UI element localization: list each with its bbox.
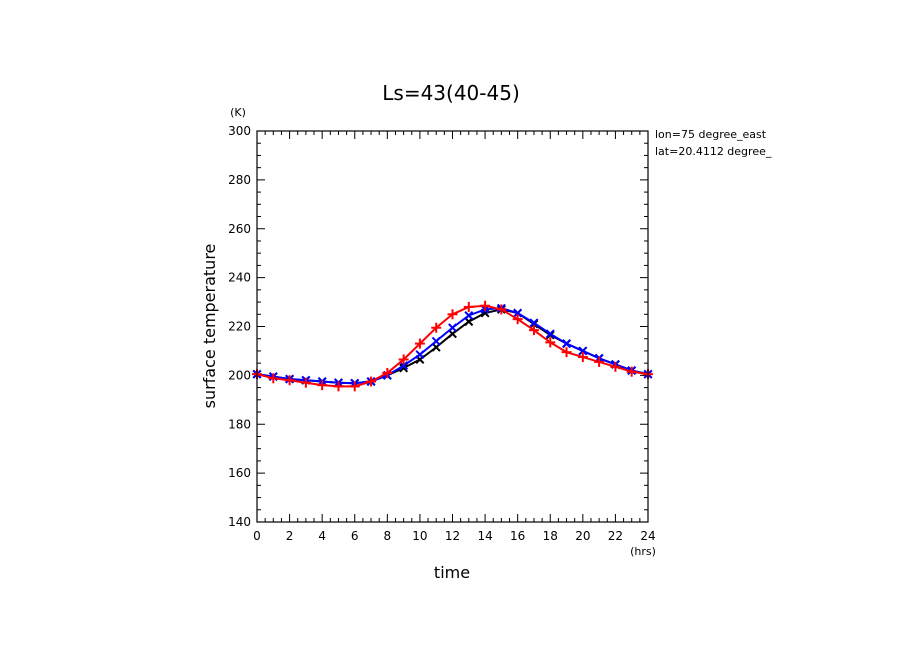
data-point xyxy=(496,304,507,315)
data-point xyxy=(415,350,425,360)
data-point xyxy=(561,347,572,358)
x-tick-label: 14 xyxy=(477,529,492,543)
y-tick-label: 300 xyxy=(228,124,251,138)
data-point xyxy=(317,380,328,391)
data-point xyxy=(513,308,523,318)
x-tick-label: 22 xyxy=(608,529,623,543)
annotation-lon: lon=75 degree_east xyxy=(655,128,767,141)
chart-title: Ls=43(40-45) xyxy=(382,81,520,105)
data-point xyxy=(610,361,621,372)
x-tick-label: 12 xyxy=(445,529,460,543)
data-point xyxy=(366,376,377,387)
x-tick-label: 24 xyxy=(640,529,655,543)
y-tick-label: 260 xyxy=(228,222,251,236)
series-line-1 xyxy=(256,307,649,385)
data-point xyxy=(300,377,311,388)
y-axis-label: surface temperature xyxy=(200,244,219,409)
y-unit-label: (K) xyxy=(230,106,246,119)
y-tick-label: 200 xyxy=(228,368,251,382)
x-axis-label: time xyxy=(434,563,470,582)
data-point xyxy=(399,361,409,371)
x-unit-label: (hrs) xyxy=(630,545,656,558)
data-point xyxy=(545,337,556,348)
data-point xyxy=(545,329,555,339)
plot-frame xyxy=(256,130,649,523)
data-point xyxy=(480,300,491,311)
y-tick-label: 240 xyxy=(228,271,251,285)
axes: 0 2 4 6 8 10 12 14 16 18 20 22 241401601802002202402… xyxy=(228,124,656,543)
series-line-0 xyxy=(256,308,649,385)
data-point xyxy=(448,323,457,333)
data-point xyxy=(284,375,295,386)
data-point xyxy=(529,318,539,328)
data-point xyxy=(578,346,588,356)
data-point xyxy=(399,363,409,373)
data-point xyxy=(577,352,588,363)
x-tick-label: 2 xyxy=(286,529,294,543)
x-tick-label: 6 xyxy=(351,529,359,543)
y-tick-label: 180 xyxy=(228,417,251,431)
data-point xyxy=(382,367,393,378)
x-tick-label: 0 xyxy=(253,529,261,543)
x-tick-label: 4 xyxy=(318,529,326,543)
data-point xyxy=(431,322,442,333)
data-point xyxy=(398,354,409,365)
y-tick-label: 280 xyxy=(228,173,251,187)
data-point xyxy=(414,338,425,349)
data-point xyxy=(333,381,344,392)
data-point xyxy=(268,373,279,384)
x-tick-label: 8 xyxy=(384,529,392,543)
x-tick-label: 10 xyxy=(412,529,427,543)
x-tick-label: 20 xyxy=(575,529,590,543)
data-point xyxy=(562,339,571,349)
data-point xyxy=(528,325,539,336)
data-point xyxy=(512,314,523,325)
annotation-lat: lat=20.4112 degree_ xyxy=(655,145,772,158)
data-point xyxy=(431,336,441,346)
data-point xyxy=(594,356,605,367)
data-point xyxy=(447,309,458,320)
data-point xyxy=(464,311,474,320)
data-series xyxy=(252,300,653,392)
y-tick-label: 220 xyxy=(228,320,251,334)
x-tick-label: 18 xyxy=(543,529,558,543)
x-tick-label: 16 xyxy=(510,529,525,543)
y-tick-label: 160 xyxy=(228,466,251,480)
y-tick-label: 140 xyxy=(228,515,251,529)
data-point xyxy=(349,381,360,392)
data-point xyxy=(626,366,637,377)
data-point xyxy=(463,301,474,312)
